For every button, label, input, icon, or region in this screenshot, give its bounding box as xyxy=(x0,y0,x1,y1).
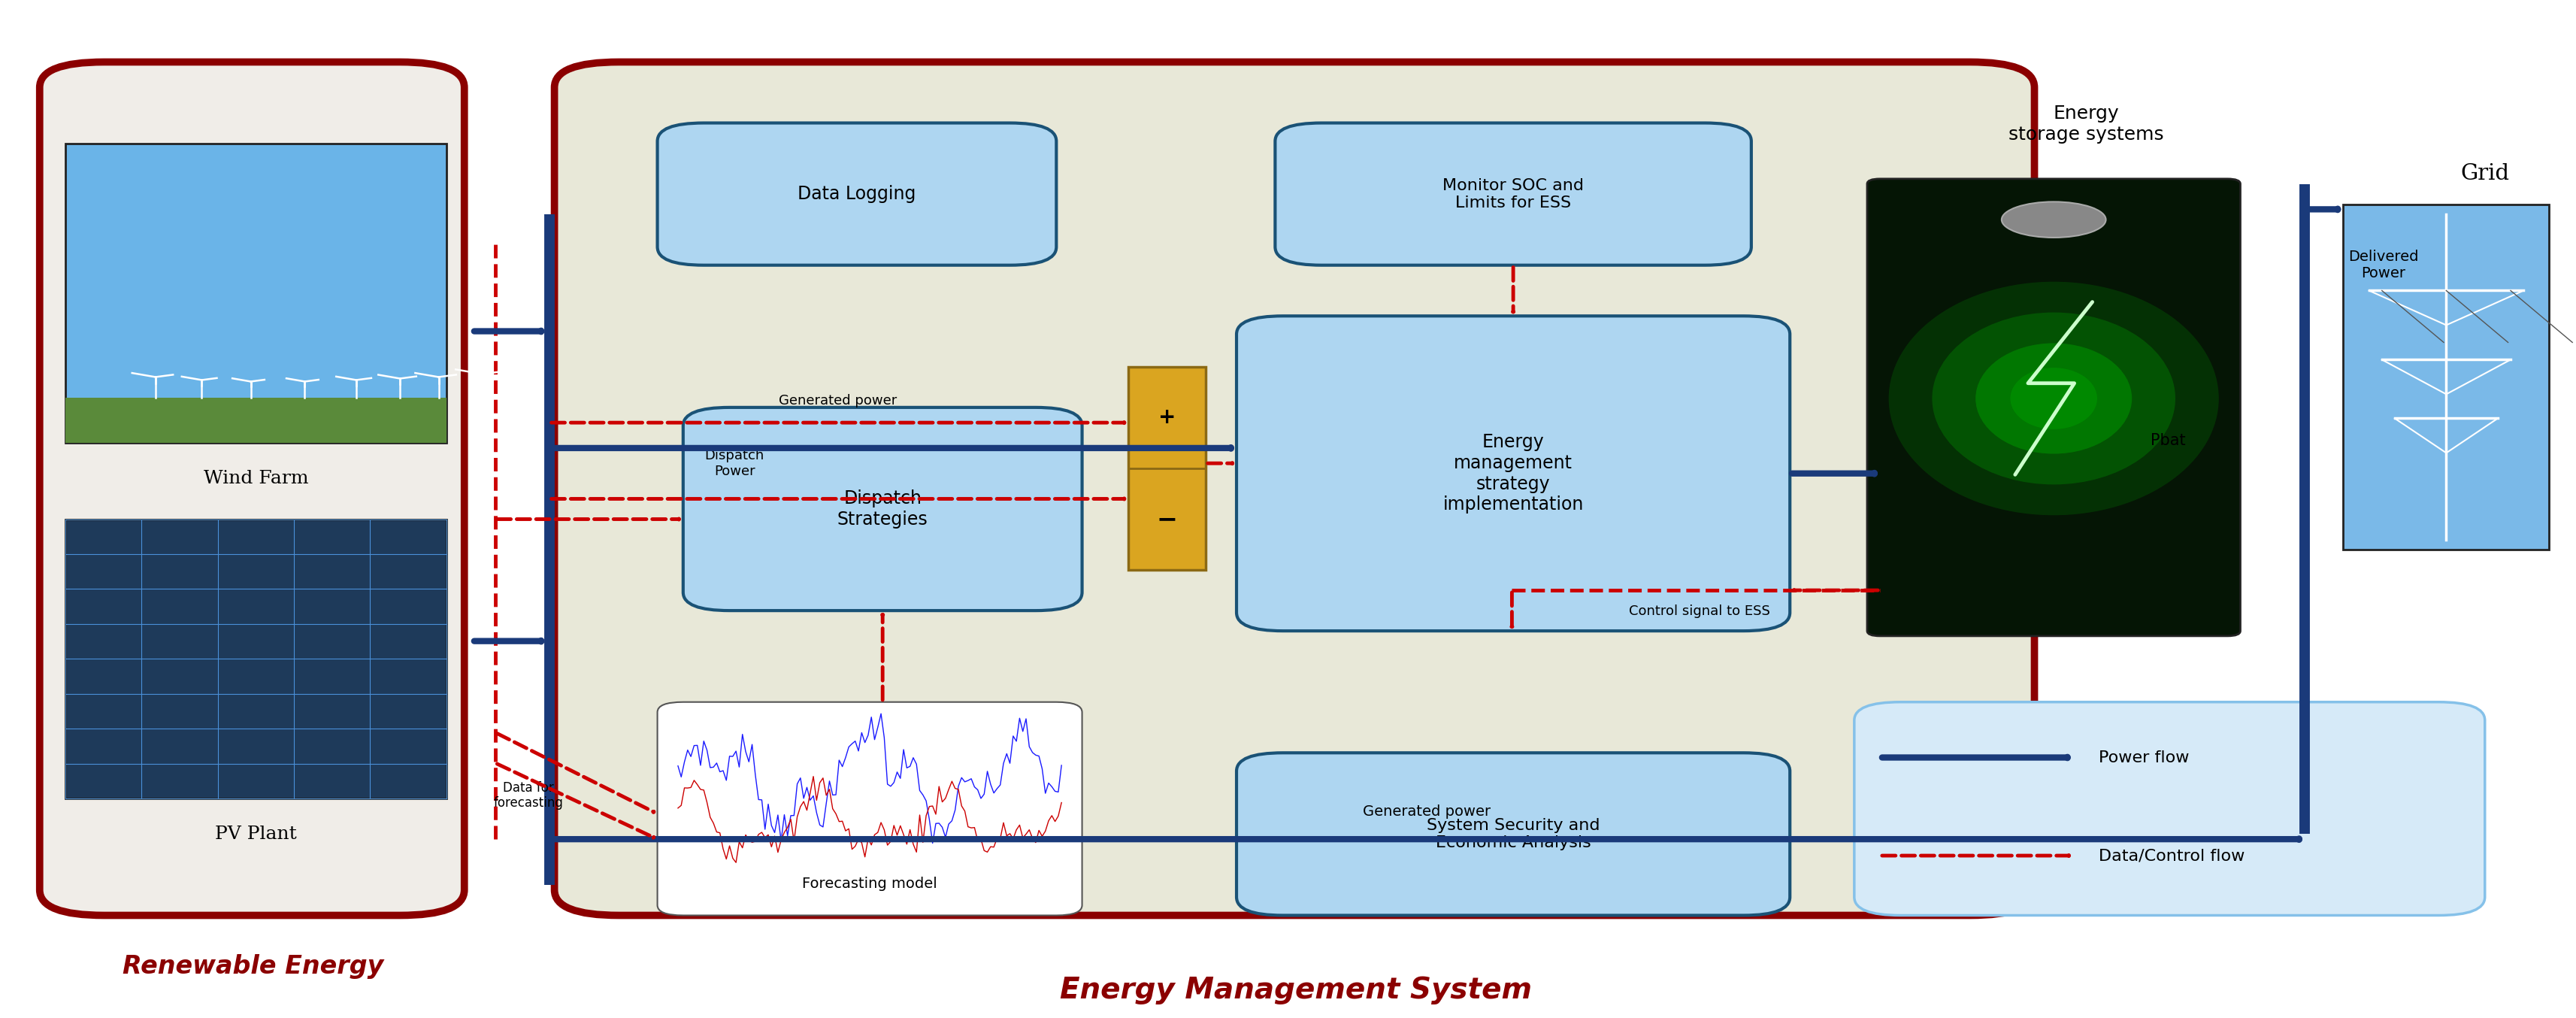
Text: Dispatch
Power: Dispatch Power xyxy=(706,449,765,477)
FancyBboxPatch shape xyxy=(1275,123,1752,265)
Text: Energy Management System: Energy Management System xyxy=(1059,976,1533,1005)
Ellipse shape xyxy=(1976,343,2133,454)
Text: Monitor SOC and
Limits for ESS: Monitor SOC and Limits for ESS xyxy=(1443,178,1584,211)
Text: Power flow: Power flow xyxy=(2099,750,2190,765)
Text: Pbat: Pbat xyxy=(2151,434,2184,449)
Text: Control signal to ESS: Control signal to ESS xyxy=(1628,605,1770,618)
FancyBboxPatch shape xyxy=(554,62,2035,915)
FancyBboxPatch shape xyxy=(1236,316,1790,631)
FancyBboxPatch shape xyxy=(39,62,464,915)
Ellipse shape xyxy=(2009,367,2097,430)
Text: +: + xyxy=(1159,407,1175,429)
FancyBboxPatch shape xyxy=(2344,205,2550,550)
Ellipse shape xyxy=(1932,313,2174,485)
Text: −: − xyxy=(1157,507,1177,531)
Text: Renewable Energy: Renewable Energy xyxy=(124,954,384,978)
FancyBboxPatch shape xyxy=(683,407,1082,611)
Text: Data/Control flow: Data/Control flow xyxy=(2099,848,2244,863)
Ellipse shape xyxy=(1888,282,2218,515)
FancyBboxPatch shape xyxy=(64,519,446,798)
FancyBboxPatch shape xyxy=(64,144,446,443)
Text: PV Plant: PV Plant xyxy=(214,826,296,843)
Text: Wind Farm: Wind Farm xyxy=(204,470,309,488)
Text: Delivered
Power: Delivered Power xyxy=(2349,249,2419,281)
FancyBboxPatch shape xyxy=(657,702,1082,915)
FancyBboxPatch shape xyxy=(1855,702,2486,915)
Text: Energy
storage systems: Energy storage systems xyxy=(2009,104,2164,144)
Text: Energy
management
strategy
implementation: Energy management strategy implementatio… xyxy=(1443,433,1584,514)
Text: Data for
forecasting: Data for forecasting xyxy=(495,781,564,810)
FancyBboxPatch shape xyxy=(1868,179,2241,636)
FancyBboxPatch shape xyxy=(64,700,446,798)
Text: Forecasting model: Forecasting model xyxy=(801,876,938,891)
Text: System Security and
Economic Analysis: System Security and Economic Analysis xyxy=(1427,817,1600,850)
Text: Generated power: Generated power xyxy=(1363,804,1492,818)
Ellipse shape xyxy=(2002,202,2105,237)
Text: Data Logging: Data Logging xyxy=(799,185,917,203)
Text: Grid: Grid xyxy=(2460,163,2509,184)
FancyBboxPatch shape xyxy=(64,398,446,443)
FancyBboxPatch shape xyxy=(1128,366,1206,570)
FancyBboxPatch shape xyxy=(657,123,1056,265)
Text: Generated power: Generated power xyxy=(778,394,896,407)
FancyBboxPatch shape xyxy=(1236,753,1790,915)
Text: Dispatch
Strategies: Dispatch Strategies xyxy=(837,490,927,528)
